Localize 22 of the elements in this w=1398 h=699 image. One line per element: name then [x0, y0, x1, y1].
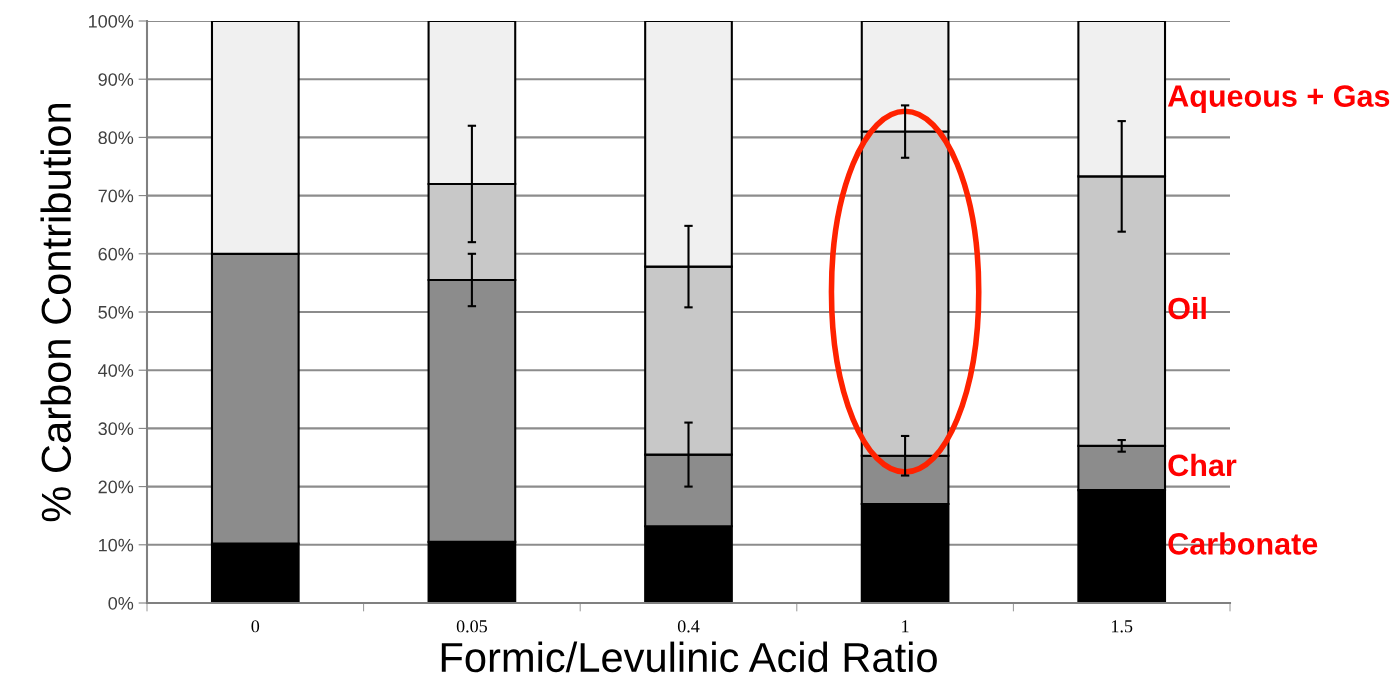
y-tick-label: 10% — [99, 538, 134, 552]
y-tick-label: 20% — [98, 480, 134, 494]
series-label: Oil — [1168, 296, 1206, 320]
x-tick-label: 1 — [902, 620, 909, 633]
series-label: Char — [1168, 453, 1237, 477]
y-tick-label: 0% — [108, 596, 134, 610]
y-tick-label: 70% — [98, 189, 134, 203]
y-tick-label: 30% — [98, 422, 134, 436]
y-tick-label: 40% — [98, 364, 134, 377]
x-tick-label: 1.5 — [1112, 620, 1133, 633]
y-tick-label: 100% — [89, 14, 134, 28]
y-tick-label: 80% — [98, 131, 134, 145]
x-tick-label: 0.4 — [677, 620, 700, 633]
y-axis-title: % Carbon Contribution — [40, 103, 72, 522]
x-tick-label: 0.05 — [456, 620, 487, 633]
series-label: Carbonate — [1168, 532, 1318, 555]
x-axis-title: Formic/Levulinic Acid Ratio — [441, 641, 937, 673]
x-tick-label: 0 — [251, 620, 260, 633]
y-tick-label: 60% — [98, 247, 134, 261]
y-tick-label: 50% — [98, 305, 134, 319]
series-label: Aqueous + Gas — [1167, 85, 1390, 113]
y-tick-label: 90% — [98, 73, 134, 86]
